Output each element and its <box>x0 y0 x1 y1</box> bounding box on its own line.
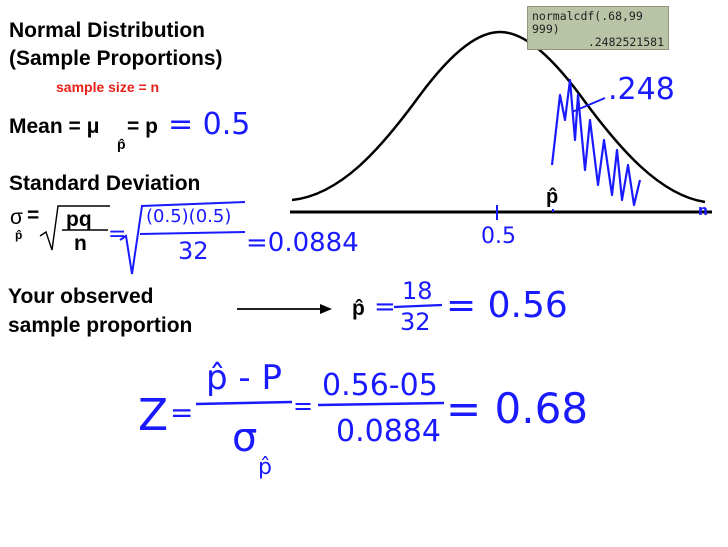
sample-size-note: sample size = n <box>56 79 160 95</box>
z-denominator-2: 0.0884 <box>336 414 441 449</box>
std-label: Standard Deviation <box>9 172 201 195</box>
observed-denominator: 32 <box>400 308 431 336</box>
z-result: = 0.68 <box>446 384 589 433</box>
z-equals-2: = <box>293 392 314 420</box>
area-pointer <box>571 97 606 113</box>
area-label: .248 <box>608 72 675 107</box>
mean-label: Mean = μ <box>9 116 99 137</box>
observed-equals: = <box>374 292 396 322</box>
std-hw-numerator: (0.5)(0.5) <box>146 206 232 227</box>
z-fraction-bar-2 <box>317 401 445 407</box>
title-line-1: Normal Distribution <box>9 19 206 42</box>
center-label: 0.5 <box>481 224 516 249</box>
mean-label-text: Mean = μ <box>9 115 100 138</box>
std-denominator: n <box>74 232 87 255</box>
z-denominator-subscript: p̂ <box>258 455 272 480</box>
title-line-2: (Sample Proportions) <box>9 47 223 70</box>
z-fraction-bar-1 <box>195 400 293 406</box>
observed-fraction-bar <box>393 303 443 309</box>
std-numerator: pq <box>66 208 92 231</box>
sigma-symbol: σ <box>10 206 23 229</box>
observed-result: = 0.56 <box>446 285 568 326</box>
z-numerator: p̂ - P <box>206 358 282 398</box>
calculator-result: .2482521581 <box>587 35 664 49</box>
observed-line-1: Your observed <box>8 285 154 308</box>
hw-sqrt-symbol <box>119 201 246 275</box>
calculator-line-2: 999) <box>532 22 560 36</box>
observed-phat: p̂ <box>352 297 365 320</box>
axis-end-label: n <box>698 203 708 219</box>
z-equals: = <box>170 396 194 429</box>
observed-line-2: sample proportion <box>8 314 193 337</box>
z-denominator: σ <box>232 415 258 461</box>
std-hw-equals: = <box>108 222 127 247</box>
normal-curve <box>291 30 706 204</box>
calculator-screen: normalcdf(.68,99 999) .2482521581 <box>527 6 669 50</box>
mean-equals-p: = p <box>127 115 158 138</box>
std-hw-denominator: 32 <box>178 237 209 265</box>
shaded-tail <box>550 78 642 207</box>
z-numerator-2: 0.56-05 <box>322 368 438 403</box>
calculator-line-1: normalcdf(.68,99 <box>532 9 643 23</box>
observed-numerator: 18 <box>402 277 433 305</box>
sqrt-symbol <box>39 205 110 251</box>
sigma-subscript: p̂ <box>15 228 23 242</box>
mean-value: = 0.5 <box>168 107 251 142</box>
std-hw-result: =0.0884 <box>246 228 359 258</box>
hw-fraction-bar <box>139 231 246 235</box>
z-letter: Z <box>138 390 169 441</box>
observed-arrow-head <box>320 304 332 314</box>
phat-axis-label: p̂ <box>546 186 559 209</box>
mean-subscript: p̂ <box>117 136 126 152</box>
std-equals: = <box>27 204 40 227</box>
